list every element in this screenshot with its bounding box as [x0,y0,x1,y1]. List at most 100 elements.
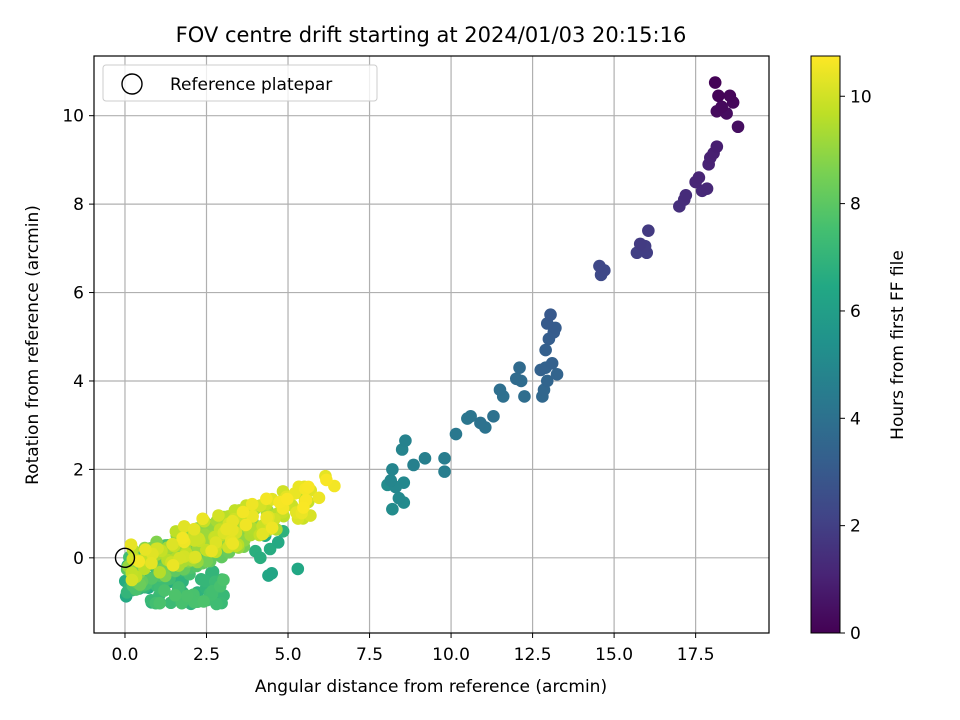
y-tick-label: 2 [73,460,84,480]
chart-title: FOV centre drift starting at 2024/01/03 … [176,23,687,47]
scatter-point [168,588,182,602]
scatter-point [708,76,722,89]
scatter-point [464,410,477,423]
grid [94,56,769,633]
scatter-point [236,505,250,519]
scatter-point [534,363,548,377]
scatter-point [715,100,729,114]
x-tick-label: 15.0 [595,645,633,665]
colorbar-ticks: 0 2 4 6 8 10 [840,87,872,644]
y-tick-label: 4 [73,372,84,392]
colorbar-tick-label: 2 [850,517,861,537]
scatter-point [125,573,139,587]
scatter-point [540,374,554,388]
reference-point-marker [114,547,136,569]
y-tick-label: 6 [73,284,84,304]
scatter-point [205,544,218,558]
x-tick-label: 10.0 [432,645,470,665]
scatter-point [407,458,420,472]
scatter-point [550,368,564,381]
scatter-point [124,538,138,551]
scatter-point [158,584,171,597]
x-axis-label: Angular distance from reference (arcmin) [255,677,607,697]
scatter-point [633,237,647,251]
scatter-point [220,522,233,536]
scatter-point [679,188,693,202]
scatter-point [438,452,451,465]
scatter-point [320,473,333,487]
x-tick-label: 5.0 [274,645,301,665]
scatter-point [212,509,225,522]
scatter-point [544,308,557,321]
scatter-point [518,390,531,403]
scatter-point [197,595,210,608]
scatter-point [200,554,214,568]
scatter-point [593,259,606,273]
data-points [114,76,745,611]
scatter-point [177,520,191,533]
x-axis: 0.0 2.5 5.0 7.5 10.0 12.5 15.0 17.5 [111,633,715,665]
scatter-point [153,565,166,579]
scatter-point [196,512,209,526]
colorbar-label: Hours from first FF file [888,250,908,440]
scatter-point [265,521,279,535]
plot-frame [93,55,770,634]
scatter-point [187,522,201,536]
colorbar-tick-label: 6 [850,302,861,322]
colorbar-tick-label: 4 [850,409,861,429]
scatter-point [188,534,201,547]
scatter-point [132,555,146,568]
scatter-point [509,372,523,386]
scatter-point [260,492,273,506]
y-tick-label: 8 [73,195,84,215]
scatter-point [145,556,158,570]
scatter-point [731,120,745,134]
colorbar-tick-label: 0 [850,624,861,644]
scatter-point [254,551,267,565]
scatter-point [265,567,279,580]
y-tick-label: 0 [73,549,84,569]
scatter-point [710,140,724,153]
scatter-point [386,502,399,516]
y-tick-label: 10 [62,107,84,127]
scatter-point [180,589,194,603]
scatter-point [723,89,737,103]
colorbar-gradient [810,55,841,634]
scatter-point [189,550,202,564]
scatter-point [692,171,706,184]
scatter-point [418,452,432,465]
x-tick-label: 17.5 [677,645,715,665]
scatter-point [139,543,152,556]
scatter-point [312,491,326,505]
scatter-point [217,573,230,587]
scatter-point [474,416,487,430]
scatter-point [226,537,240,550]
scatter-point [271,536,285,549]
scatter-point [438,465,451,478]
scatter-point [245,497,259,511]
scatter-point [642,224,655,237]
y-axis: 0 2 4 6 8 10 [62,107,94,569]
legend-box [102,64,378,102]
scatter-point [176,531,189,545]
scatter-point [260,511,274,524]
scatter-point [291,562,305,576]
colorbar: 0 2 4 6 8 10 Hours from first FF file [810,55,908,644]
scatter-point [280,492,294,506]
scatter-point [199,574,212,588]
scatter-point [449,427,463,441]
scatter-point [302,480,315,494]
scatter-point [206,565,220,579]
scatter-point [539,343,552,357]
scatter-point [256,527,269,541]
scatter-point [487,410,500,423]
x-tick-label: 2.5 [193,645,220,665]
scatter-point [399,434,412,447]
legend-label: Reference platepar [170,75,332,95]
colorbar-tick-label: 10 [850,87,872,107]
x-tick-label: 7.5 [356,645,383,665]
scatter-point [297,501,310,514]
colorbar-tick-label: 8 [850,195,861,215]
scatter-point [153,596,167,610]
legend-marker-icon [121,73,143,95]
